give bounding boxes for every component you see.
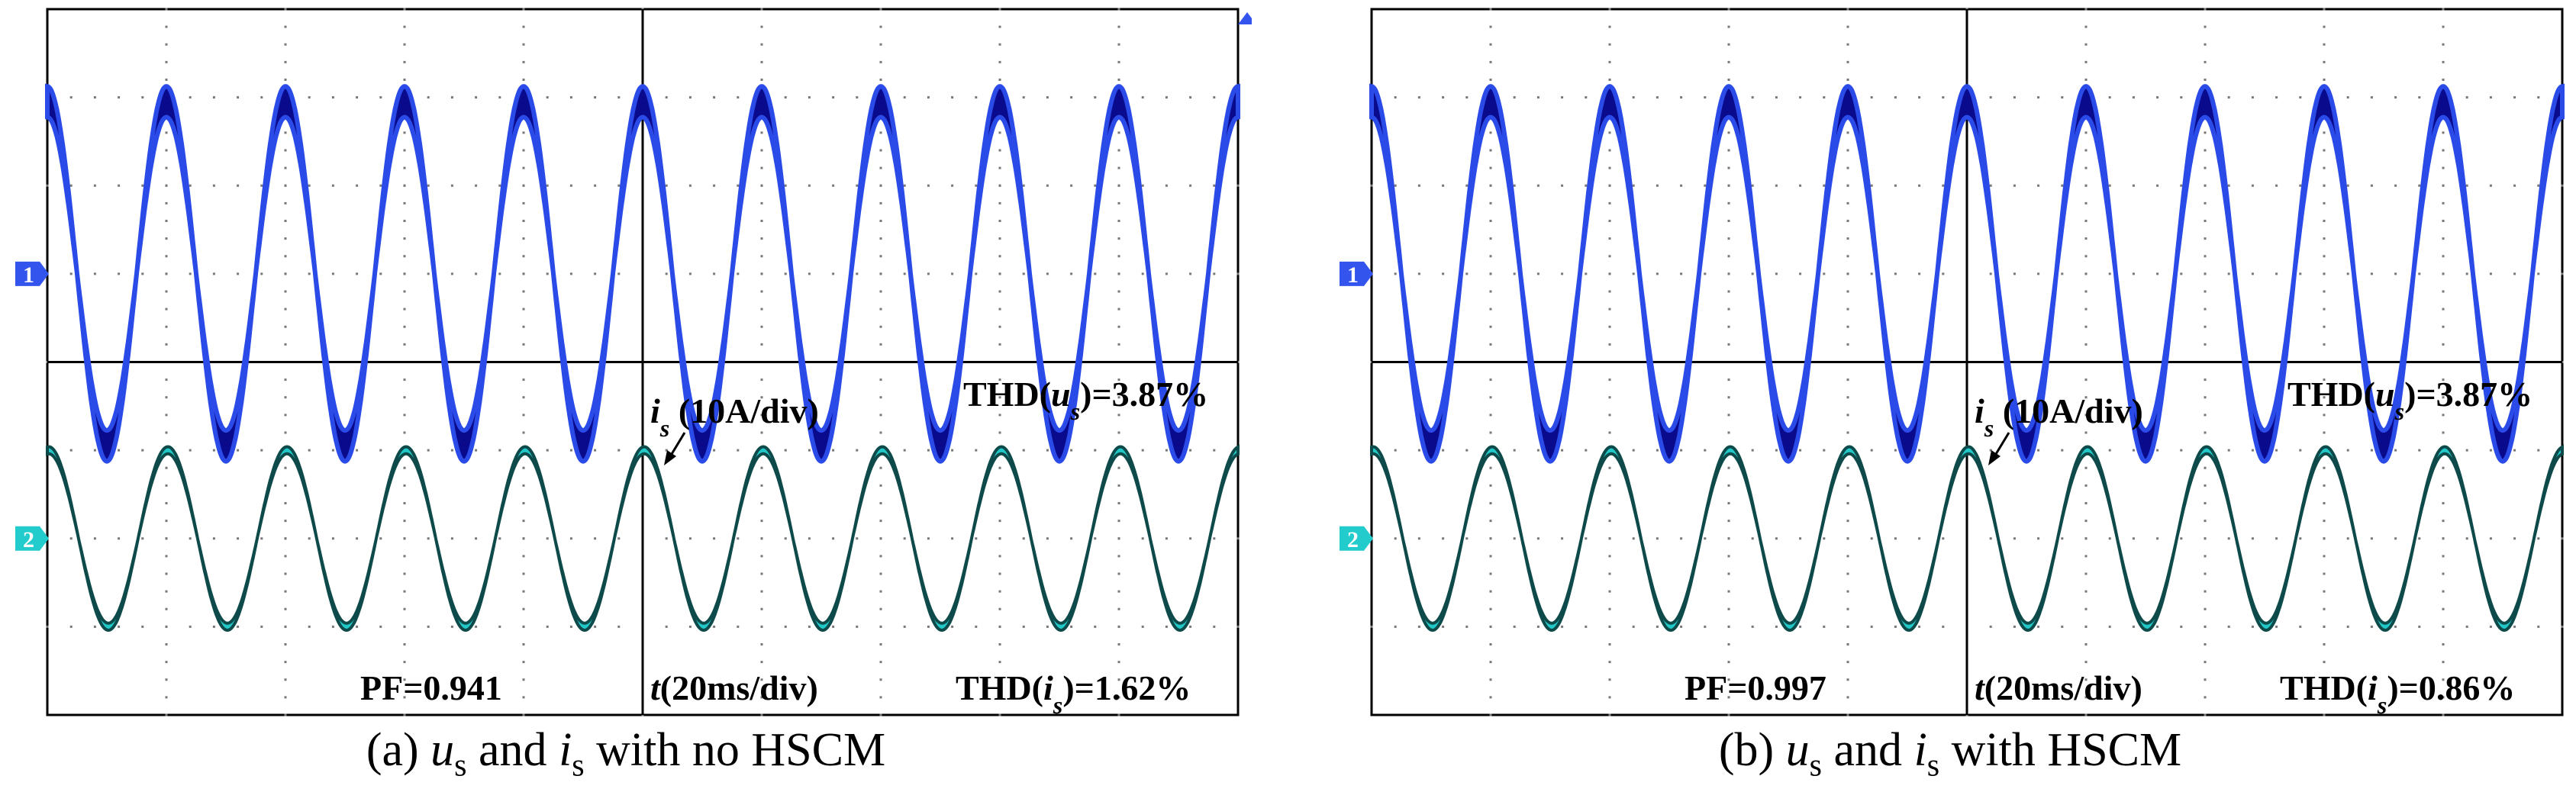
caption-b: (b) us and is with HSCM bbox=[1324, 723, 2576, 784]
caption-b-label: (b) bbox=[1718, 724, 1786, 776]
caption-a-i: i bbox=[559, 724, 572, 776]
caption-a-i-sub: s bbox=[572, 748, 585, 784]
caption-b-i-sub: s bbox=[1926, 748, 1940, 784]
current-label-arrowhead bbox=[1988, 450, 2001, 465]
caption-a-label: (a) bbox=[366, 724, 431, 776]
caption-a-and: and bbox=[466, 724, 559, 776]
power-factor-label: PF=0.997 bbox=[1685, 668, 1826, 707]
trigger-arrow-icon bbox=[1238, 12, 1252, 24]
caption-b-and: and bbox=[1822, 724, 1914, 776]
caption-b-i: i bbox=[1913, 724, 1927, 776]
thd-voltage-label: THD(us)=3.87% bbox=[2287, 375, 2532, 425]
is-waveform bbox=[1370, 444, 2564, 633]
power-factor-label: PF=0.941 bbox=[360, 668, 502, 707]
time-scale-label: t(20ms/div) bbox=[1975, 668, 2142, 707]
caption-b-tail: with HSCM bbox=[1939, 724, 2182, 776]
us-waveform-edge bbox=[47, 85, 1239, 463]
thd-current-label: THD(is)=1.62% bbox=[956, 668, 1191, 717]
caption-b-u-sub: s bbox=[1809, 748, 1823, 784]
current-scale-label: is (10A/div) bbox=[1975, 391, 2143, 442]
svg-text:1: 1 bbox=[23, 262, 34, 288]
current-scale-label: is (10A/div) bbox=[650, 391, 819, 442]
channel-2-marker: 2 bbox=[1340, 526, 1373, 552]
svg-text:2: 2 bbox=[1347, 527, 1359, 552]
current-label-arrowhead bbox=[664, 450, 676, 465]
svg-text:2: 2 bbox=[23, 527, 34, 552]
caption-a: (a) us and is with no HSCM bbox=[0, 723, 1252, 784]
channel-1-marker: 1 bbox=[15, 261, 49, 288]
oscilloscope-plot-b: 1 2 is (10A/div) THD(us)=3.87% THD(is)=0.86%… bbox=[1340, 8, 2565, 717]
svg-text:1: 1 bbox=[1347, 262, 1359, 288]
thd-voltage-label: THD(us)=3.87% bbox=[963, 375, 1208, 425]
is-waveform bbox=[46, 444, 1240, 633]
us-waveform-edge bbox=[1371, 85, 2563, 463]
caption-a-tail: with no HSCM bbox=[584, 724, 886, 776]
caption-a-u: u bbox=[430, 724, 455, 776]
caption-a-u-sub: s bbox=[454, 748, 467, 784]
time-scale-label: t(20ms/div) bbox=[650, 668, 818, 707]
channel-1-marker: 1 bbox=[1340, 261, 1373, 288]
channel-2-marker: 2 bbox=[15, 526, 49, 552]
grid-dots bbox=[46, 8, 1240, 716]
caption-b-u: u bbox=[1785, 724, 1810, 776]
thd-current-label: THD(is)=0.86% bbox=[2280, 668, 2515, 717]
oscilloscope-plot-a: 1 2 is (10A/div) THD(us)=3.87% THD(is)=1.62%… bbox=[15, 8, 1252, 717]
